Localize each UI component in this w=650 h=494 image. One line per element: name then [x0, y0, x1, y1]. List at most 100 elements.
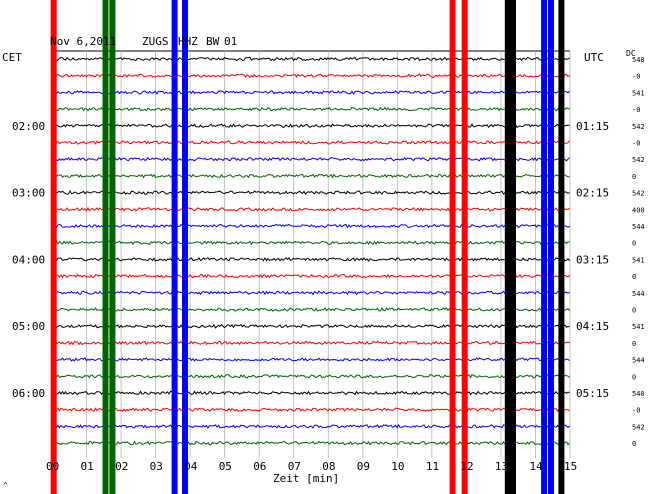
dc-value: 541 [632, 323, 645, 331]
dc-value: 542 [632, 156, 645, 164]
header-date: Nov 6,2011 [50, 35, 116, 48]
cet-time-label: 05:00 [12, 320, 45, 333]
trace-line [51, 223, 570, 229]
event-band [50, 0, 57, 494]
trace-line [51, 90, 570, 96]
cet-label-group: 02:00 03:00 04:00 05:00 06:00 [12, 120, 45, 400]
trace-line [51, 340, 570, 346]
dc-value: 541 [632, 89, 645, 97]
event-band [449, 0, 456, 494]
x-tick-label: 09 [357, 460, 370, 473]
header-channel: HHZ [178, 35, 198, 48]
trace-line [51, 156, 570, 162]
dc-header-label: DC [626, 49, 636, 58]
x-tick-label: 10 [391, 460, 404, 473]
trace-line [51, 106, 570, 112]
event-band [109, 0, 116, 494]
trace-line [51, 357, 570, 362]
trace-line [51, 440, 570, 446]
x-axis-label: Zeit [min] [273, 472, 339, 485]
dc-value-group: 540 -0 541 -0 542 -0 542 0 542 400 544 0 541 0 544 0 541… [632, 56, 645, 448]
dc-value: -0 [632, 140, 640, 148]
dc-value: 542 [632, 190, 645, 198]
event-band [171, 0, 178, 494]
dc-value: 400 [632, 206, 645, 214]
x-tick-label: 00 [46, 460, 59, 473]
x-tick-label: 03 [150, 460, 163, 473]
trace-line [51, 140, 570, 145]
x-tick-label: 05 [219, 460, 232, 473]
event-band [541, 0, 548, 494]
cet-time-label: 03:00 [12, 187, 45, 200]
trace-group [51, 56, 570, 446]
trace-line [51, 290, 570, 296]
x-tick-group: 00 01 02 03 04 05 06 07 08 09 10 11 12 13 14 15 [46, 460, 577, 473]
dc-value: 0 [632, 340, 636, 348]
x-tick-label: 02 [115, 460, 128, 473]
dc-value: 0 [632, 307, 636, 315]
header-network: BW [206, 35, 220, 48]
utc-time-label: 01:15 [576, 120, 609, 133]
event-band [558, 0, 565, 494]
x-tick-label: 06 [253, 460, 266, 473]
dc-value: -0 [632, 73, 640, 81]
cet-time-label: 04:00 [12, 253, 45, 266]
trace-line [51, 407, 570, 412]
dc-value: 0 [632, 173, 636, 181]
dc-value: 541 [632, 256, 645, 264]
dc-value: 542 [632, 423, 645, 431]
utc-time-label: 04:15 [576, 320, 609, 333]
trace-line [51, 189, 570, 195]
dc-value: 544 [632, 357, 645, 365]
cet-time-label: 02:00 [12, 120, 45, 133]
trace-line [51, 390, 570, 396]
x-tick-label: 07 [288, 460, 301, 473]
trace-line [51, 373, 570, 379]
event-group [50, 0, 565, 494]
dc-value: -0 [632, 407, 640, 415]
trace-line [51, 273, 570, 279]
trace-line [51, 306, 570, 313]
trace-line [51, 123, 570, 129]
trace-line [51, 206, 570, 212]
dc-value: 0 [632, 240, 636, 248]
trace-line [51, 256, 570, 262]
event-band [510, 0, 516, 494]
utc-time-label: 03:15 [576, 253, 609, 266]
utc-label-group: 01:15 02:15 03:15 04:15 05:15 [576, 120, 609, 400]
x-tick-label: 04 [184, 460, 198, 473]
trace-line [51, 423, 570, 429]
trace-line [51, 240, 570, 246]
event-band [461, 0, 468, 494]
utc-zone-label: UTC [584, 51, 604, 64]
dc-value: -0 [632, 106, 640, 114]
header-location: 01 [224, 35, 237, 48]
dc-value: 544 [632, 223, 645, 231]
x-tick-label: 14 [530, 460, 544, 473]
utc-time-label: 02:15 [576, 187, 609, 200]
event-band [504, 0, 511, 494]
dc-value: 540 [632, 56, 645, 64]
x-tick-label: 08 [322, 460, 335, 473]
footer-mark: ^ [3, 481, 8, 490]
event-band [102, 0, 109, 494]
cet-time-label: 06:00 [12, 387, 45, 400]
trace-line [51, 323, 570, 329]
x-tick-label: 15 [564, 460, 577, 473]
trace-line [51, 173, 570, 179]
header-station: ZUGS [142, 35, 169, 48]
x-tick-label: 12 [460, 460, 473, 473]
cet-zone-label: CET [2, 51, 22, 64]
dc-value: 540 [632, 390, 645, 398]
x-tick-label: 11 [426, 460, 439, 473]
dc-value: 542 [632, 123, 645, 131]
trace-line [51, 56, 570, 62]
dc-value: 0 [632, 440, 636, 448]
x-tick-label: 13 [495, 460, 508, 473]
event-band [548, 0, 554, 494]
dc-value: 0 [632, 373, 636, 381]
dc-value: 544 [632, 290, 645, 298]
event-band [182, 0, 188, 494]
trace-line [51, 73, 570, 79]
